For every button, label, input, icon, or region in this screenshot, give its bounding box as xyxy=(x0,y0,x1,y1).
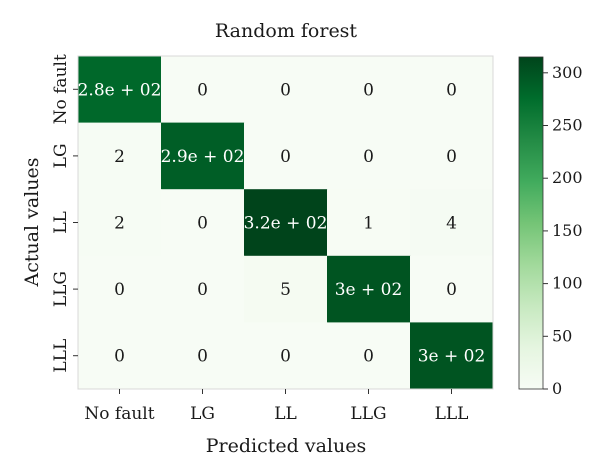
cell-value-label: 3e + 02 xyxy=(418,347,486,367)
heatmap-cell xyxy=(244,122,328,190)
cell-value-label: 0 xyxy=(363,147,374,167)
heatmap-cell xyxy=(327,255,411,323)
cell-value-label: 0 xyxy=(197,280,208,300)
x-tick-label: LG xyxy=(190,404,215,424)
cell-value-label: 2 xyxy=(114,214,125,234)
x-tick-label: LLL xyxy=(435,404,469,424)
cell-value-label: 5 xyxy=(280,280,291,300)
y-tick-label: No fault xyxy=(51,54,71,124)
cell-value-label: 2 xyxy=(114,147,125,167)
heatmap-cell xyxy=(410,189,494,257)
cell-value-label: 3e + 02 xyxy=(335,280,403,300)
y-tick-labels: No fault LG LL LLG LLL xyxy=(51,54,78,373)
heatmap-cell xyxy=(244,322,328,390)
cell-value-label: 0 xyxy=(197,347,208,367)
cell-value-label: 0 xyxy=(114,280,125,300)
x-tick-labels: No fault LG LL LLG LLL xyxy=(84,389,468,424)
colorbar-tick-label: 0 xyxy=(552,379,562,398)
heatmap-cell xyxy=(78,56,162,124)
colorbar xyxy=(518,56,544,390)
heatmap-cell xyxy=(161,122,245,190)
heatmap-cell xyxy=(78,255,162,323)
cell-value-label: 0 xyxy=(114,347,125,367)
cell-value-label: 4 xyxy=(446,214,457,234)
x-tick-label: LLG xyxy=(350,404,386,424)
y-tick-label: LLG xyxy=(51,271,71,307)
heatmap-cell xyxy=(410,56,494,124)
cell-value-label: 0 xyxy=(446,280,457,300)
heatmap-cell xyxy=(327,122,411,190)
heatmap-cell xyxy=(410,322,494,390)
cell-value-label: 0 xyxy=(280,347,291,367)
heatmap-cell xyxy=(410,122,494,190)
cell-value-label: 2.9e + 02 xyxy=(161,147,245,167)
heatmap-cell xyxy=(161,255,245,323)
cell-value-label: 0 xyxy=(363,80,374,100)
colorbar-tick-label: 150 xyxy=(552,221,583,240)
heatmap-cell xyxy=(161,56,245,124)
colorbar-tick-label: 100 xyxy=(552,274,583,293)
x-tick-label: LL xyxy=(274,404,297,424)
colorbar-tick-label: 200 xyxy=(552,168,583,187)
heatmap-cell xyxy=(244,56,328,124)
chart-title: Random forest xyxy=(215,20,358,42)
cell-value-label: 0 xyxy=(197,214,208,234)
cell-value-label: 0 xyxy=(446,147,457,167)
heatmap-cell xyxy=(78,322,162,390)
y-tick-label: LG xyxy=(51,143,71,168)
cell-value-label: 0 xyxy=(280,147,291,167)
cell-value-label: 0 xyxy=(280,80,291,100)
heatmap-cell xyxy=(327,322,411,390)
cell-value-label: 0 xyxy=(363,347,374,367)
colorbar-tick-label: 250 xyxy=(552,116,583,135)
colorbar-tick-label: 50 xyxy=(552,326,572,345)
y-tick-label: LL xyxy=(51,211,71,234)
heatmap-cells: 2.8e + 02 0 0 0 0 2 2.9e + 02 0 0 0 2 0 3.2e + 02 1 4 0… xyxy=(78,56,494,390)
cell-value-label: 2.8e + 02 xyxy=(78,80,162,100)
cell-value-label: 1 xyxy=(363,214,374,234)
heatmap-cell xyxy=(161,322,245,390)
heatmap-cell xyxy=(327,189,411,257)
heatmap-cell xyxy=(327,56,411,124)
colorbar-ticks: 0 50 100 150 200 250 300 xyxy=(543,63,583,398)
heatmap-cell xyxy=(161,189,245,257)
heatmap-cell xyxy=(244,189,328,257)
cell-value-label: 0 xyxy=(446,80,457,100)
heatmap-cell xyxy=(244,255,328,323)
x-axis-title: Predicted values xyxy=(206,435,366,457)
x-tick-label: No fault xyxy=(84,404,154,424)
y-tick-label: LLL xyxy=(51,339,71,373)
heatmap-cell xyxy=(410,255,494,323)
heatmap-cell xyxy=(78,122,162,190)
heatmap-cell xyxy=(78,189,162,257)
cell-value-label: 0 xyxy=(197,80,208,100)
y-axis-title: Actual values xyxy=(21,157,43,287)
cell-value-label: 3.2e + 02 xyxy=(244,214,328,234)
colorbar-tick-label: 300 xyxy=(552,63,583,82)
